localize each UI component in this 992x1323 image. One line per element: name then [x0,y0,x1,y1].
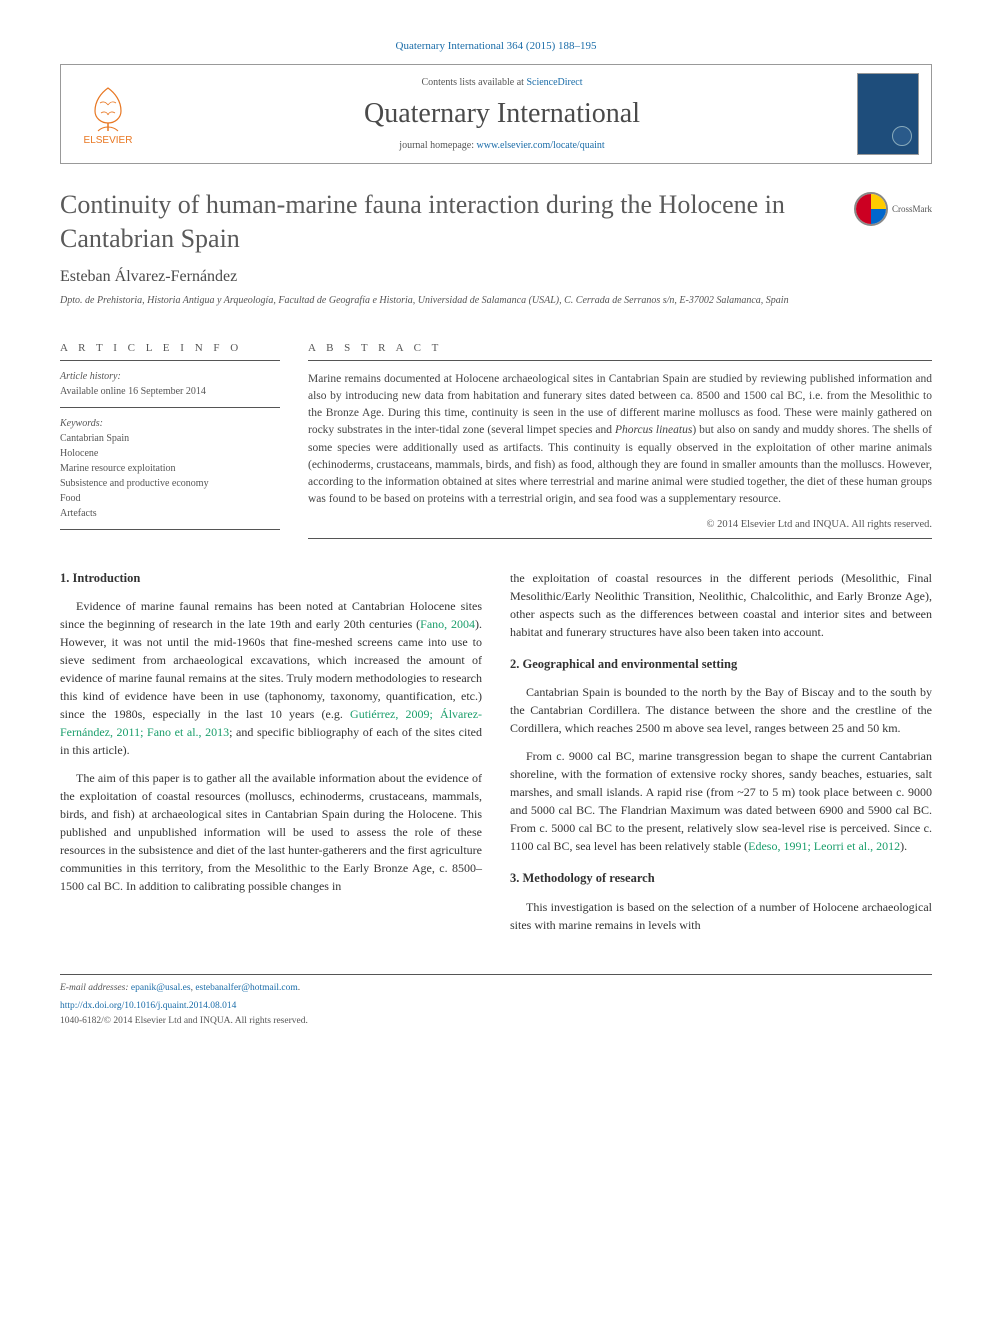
contents-available-line: Contents lists available at ScienceDirec… [159,77,845,88]
body-column-right: the exploitation of coastal resources in… [510,569,932,945]
reference-link[interactable]: Fano, 2004 [420,617,475,631]
history-label: Article history: [60,369,280,384]
keyword-item: Subsistence and productive economy [60,476,280,491]
author-email-2[interactable]: estebanalfer@hotmail.com [195,983,297,993]
geo-p2-text-a: From c. 9000 cal BC, marine transgressio… [510,749,932,853]
abstract-copyright: © 2014 Elsevier Ltd and INQUA. All right… [308,519,932,539]
title-row: Continuity of human-marine fauna interac… [60,188,932,256]
body-column-left: 1. Introduction Evidence of marine fauna… [60,569,482,945]
elsevier-tree-icon [83,83,133,133]
keyword-item: Artefacts [60,506,280,521]
geo-p2-text-b: ). [900,839,907,853]
crossmark-badge[interactable]: CrossMark [854,192,932,226]
homepage-line: journal homepage: www.elsevier.com/locat… [159,140,845,151]
article-history-block: Article history: Available online 16 Sep… [60,360,280,408]
elsevier-logo: ELSEVIER [73,74,143,154]
sciencedirect-link[interactable]: ScienceDirect [526,77,582,88]
history-value: Available online 16 September 2014 [60,384,280,399]
journal-cover-thumbnail [857,73,919,155]
article-body: 1. Introduction Evidence of marine fauna… [60,569,932,945]
email-label: E-mail addresses: [60,983,131,993]
abstract-column: A B S T R A C T Marine remains documente… [308,332,932,539]
doi-line: http://dx.doi.org/10.1016/j.quaint.2014.… [60,999,932,1013]
top-citation: Quaternary International 364 (2015) 188–… [60,40,932,52]
author-name: Esteban Álvarez-Fernández [60,268,932,286]
crossmark-label: CrossMark [892,204,932,214]
geo-paragraph-2: From c. 9000 cal BC, marine transgressio… [510,747,932,855]
keywords-block: Keywords: Cantabrian Spain Holocene Mari… [60,408,280,530]
geographical-heading: 2. Geographical and environmental settin… [510,655,932,674]
homepage-prefix: journal homepage: [399,140,476,151]
header-center: Contents lists available at ScienceDirec… [159,77,845,151]
contents-prefix: Contents lists available at [421,77,526,88]
abstract-species-name: Phorcus lineatus [615,424,692,436]
email-line: E-mail addresses: epanik@usal.es, esteba… [60,981,932,995]
keyword-item: Holocene [60,446,280,461]
keywords-label: Keywords: [60,416,280,431]
elsevier-logo-text: ELSEVIER [84,135,133,146]
article-info-label: A R T I C L E I N F O [60,332,280,360]
introduction-heading: 1. Introduction [60,569,482,588]
intro-p1-text-a: Evidence of marine faunal remains has be… [60,599,482,631]
author-email-1[interactable]: epanik@usal.es [131,983,191,993]
methodology-heading: 3. Methodology of research [510,869,932,888]
author-affiliation: Dpto. de Prehistoria, Historia Antigua y… [60,294,932,308]
method-paragraph-1: This investigation is based on the selec… [510,898,932,934]
crossmark-icon [854,192,888,226]
homepage-link[interactable]: www.elsevier.com/locate/quaint [477,140,605,151]
email-end: . [298,983,300,993]
col2-continuation-paragraph: the exploitation of coastal resources in… [510,569,932,641]
article-info-column: A R T I C L E I N F O Article history: A… [60,332,280,539]
abstract-part-b: ) but also on sandy and muddy shores. Th… [308,424,932,505]
intro-paragraph-1: Evidence of marine faunal remains has be… [60,597,482,759]
intro-p1-text-b: ). However, it was not until the mid-196… [60,617,482,721]
keyword-item: Marine resource exploitation [60,461,280,476]
keyword-item: Cantabrian Spain [60,431,280,446]
abstract-text: Marine remains documented at Holocene ar… [308,360,932,509]
journal-header: ELSEVIER Contents lists available at Sci… [60,64,932,164]
abstract-label: A B S T R A C T [308,332,932,360]
intro-paragraph-2: The aim of this paper is to gather all t… [60,769,482,895]
keyword-item: Food [60,491,280,506]
journal-name: Quaternary International [159,98,845,130]
reference-link[interactable]: Edeso, 1991; Leorri et al., 2012 [748,839,900,853]
info-abstract-section: A R T I C L E I N F O Article history: A… [60,332,932,539]
geo-paragraph-1: Cantabrian Spain is bounded to the north… [510,683,932,737]
issn-copyright-line: 1040-6182/© 2014 Elsevier Ltd and INQUA.… [60,1014,932,1028]
page-footer: E-mail addresses: epanik@usal.es, esteba… [60,974,932,1028]
doi-link[interactable]: http://dx.doi.org/10.1016/j.quaint.2014.… [60,1001,236,1011]
article-title: Continuity of human-marine fauna interac… [60,188,838,256]
